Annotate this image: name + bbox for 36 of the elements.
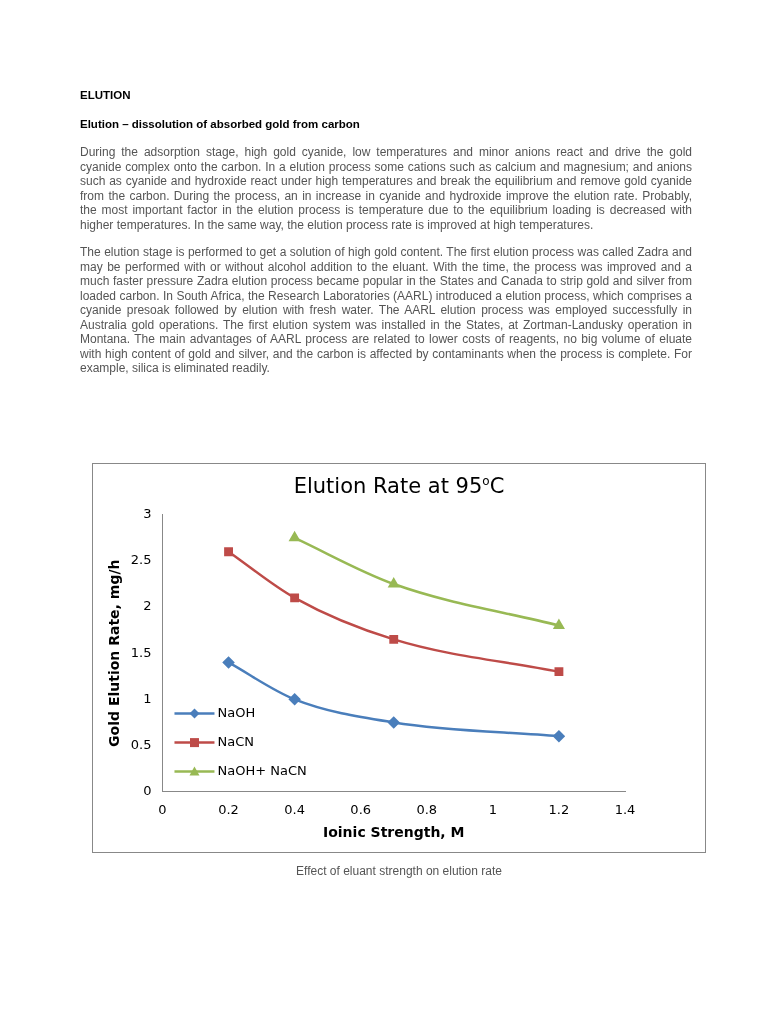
legend-label: NaOH <box>217 704 256 720</box>
text: Effect of eluant strength on elution rate <box>295 864 503 878</box>
legend-label: NaCN <box>217 733 254 749</box>
y-tick-label: 1 <box>143 690 152 706</box>
y-tick-label: 2.5 <box>130 552 152 568</box>
x-tick-label: 0.2 <box>218 801 239 817</box>
x-tick-label: 0.8 <box>416 801 438 817</box>
y-tick-label: 2 <box>143 598 152 614</box>
y-tick-label: 1.5 <box>130 644 152 660</box>
point <box>222 656 235 669</box>
point <box>388 578 399 588</box>
text: Elution – dissolution of absorbed gold from carbon <box>80 116 361 131</box>
point <box>389 634 399 644</box>
x-tick-label: 0 <box>158 801 167 817</box>
text: During the adsorption stage, high gold cyanide, low temperatures and minor anions react and drive the gold cyanide complex onto the carbon. In a elution process some cations such as calcium and magnesium; and anions such as cyanide and hydroxide react under high temperatures and break the equilibrium and remove gold cyanide from the carbon. During the process, an in increase in cyanide and hydroxide improve the elution rate. Probably, the most important factor in the elution process is temperature due to the equilibrium loading is decreased with higher temperatures. In the same way, the elution process rate is improved at high temperatures. <box>80 145 692 232</box>
legend-label: NaOH+ NaCN <box>217 762 307 778</box>
x-axis-title: Ioinic Strength, M <box>322 824 465 841</box>
point <box>290 593 300 603</box>
text: The elution stage is performed to get a solution of high gold content. The first elution process was called Zadra and may be performed with or without alcohol addition to the eluant. With the time, the process was improved and a much faster pressure Zadra elution process became popular in the States and Canada to strip gold and silver from loaded carbon. In South Africa, the Research Laboratories (AARL) introduced a elution process, which comprises a cyanide presoak followed by elution with fresh water. The AARL elution process was employed successfully in Australia gold operations. The first elution system was installed in the States, at Zortman-Landusky operation in Montana. The main advantages of AARL process are related to lower costs of reagents, no big volume of eluate with high content of gold and silver, and the carbon is affected by contaminants when the process is complete. For example, silica is eliminated readily. <box>80 245 692 375</box>
y-tick-label: 3 <box>143 506 152 522</box>
y-tick-label: 0 <box>143 782 152 798</box>
point <box>553 619 565 630</box>
x-tick-label: 1.2 <box>548 801 570 817</box>
point <box>553 730 565 742</box>
point <box>387 716 400 729</box>
text: ELUTION <box>80 88 132 103</box>
x-tick-label: 1.4 <box>614 801 636 817</box>
point <box>224 547 233 557</box>
chart-title: Elution Rate at 95$^{o}$C <box>292 474 506 498</box>
x-tick-label: 0.4 <box>284 801 305 817</box>
x-tick-label: 0.6 <box>350 801 372 817</box>
x-tick-label: 1 <box>488 801 497 817</box>
y-axis-title: Gold Elution Rate, mg/h <box>106 559 123 747</box>
point <box>554 667 564 677</box>
y-tick-label: 0.5 <box>130 736 152 752</box>
point <box>288 693 301 706</box>
